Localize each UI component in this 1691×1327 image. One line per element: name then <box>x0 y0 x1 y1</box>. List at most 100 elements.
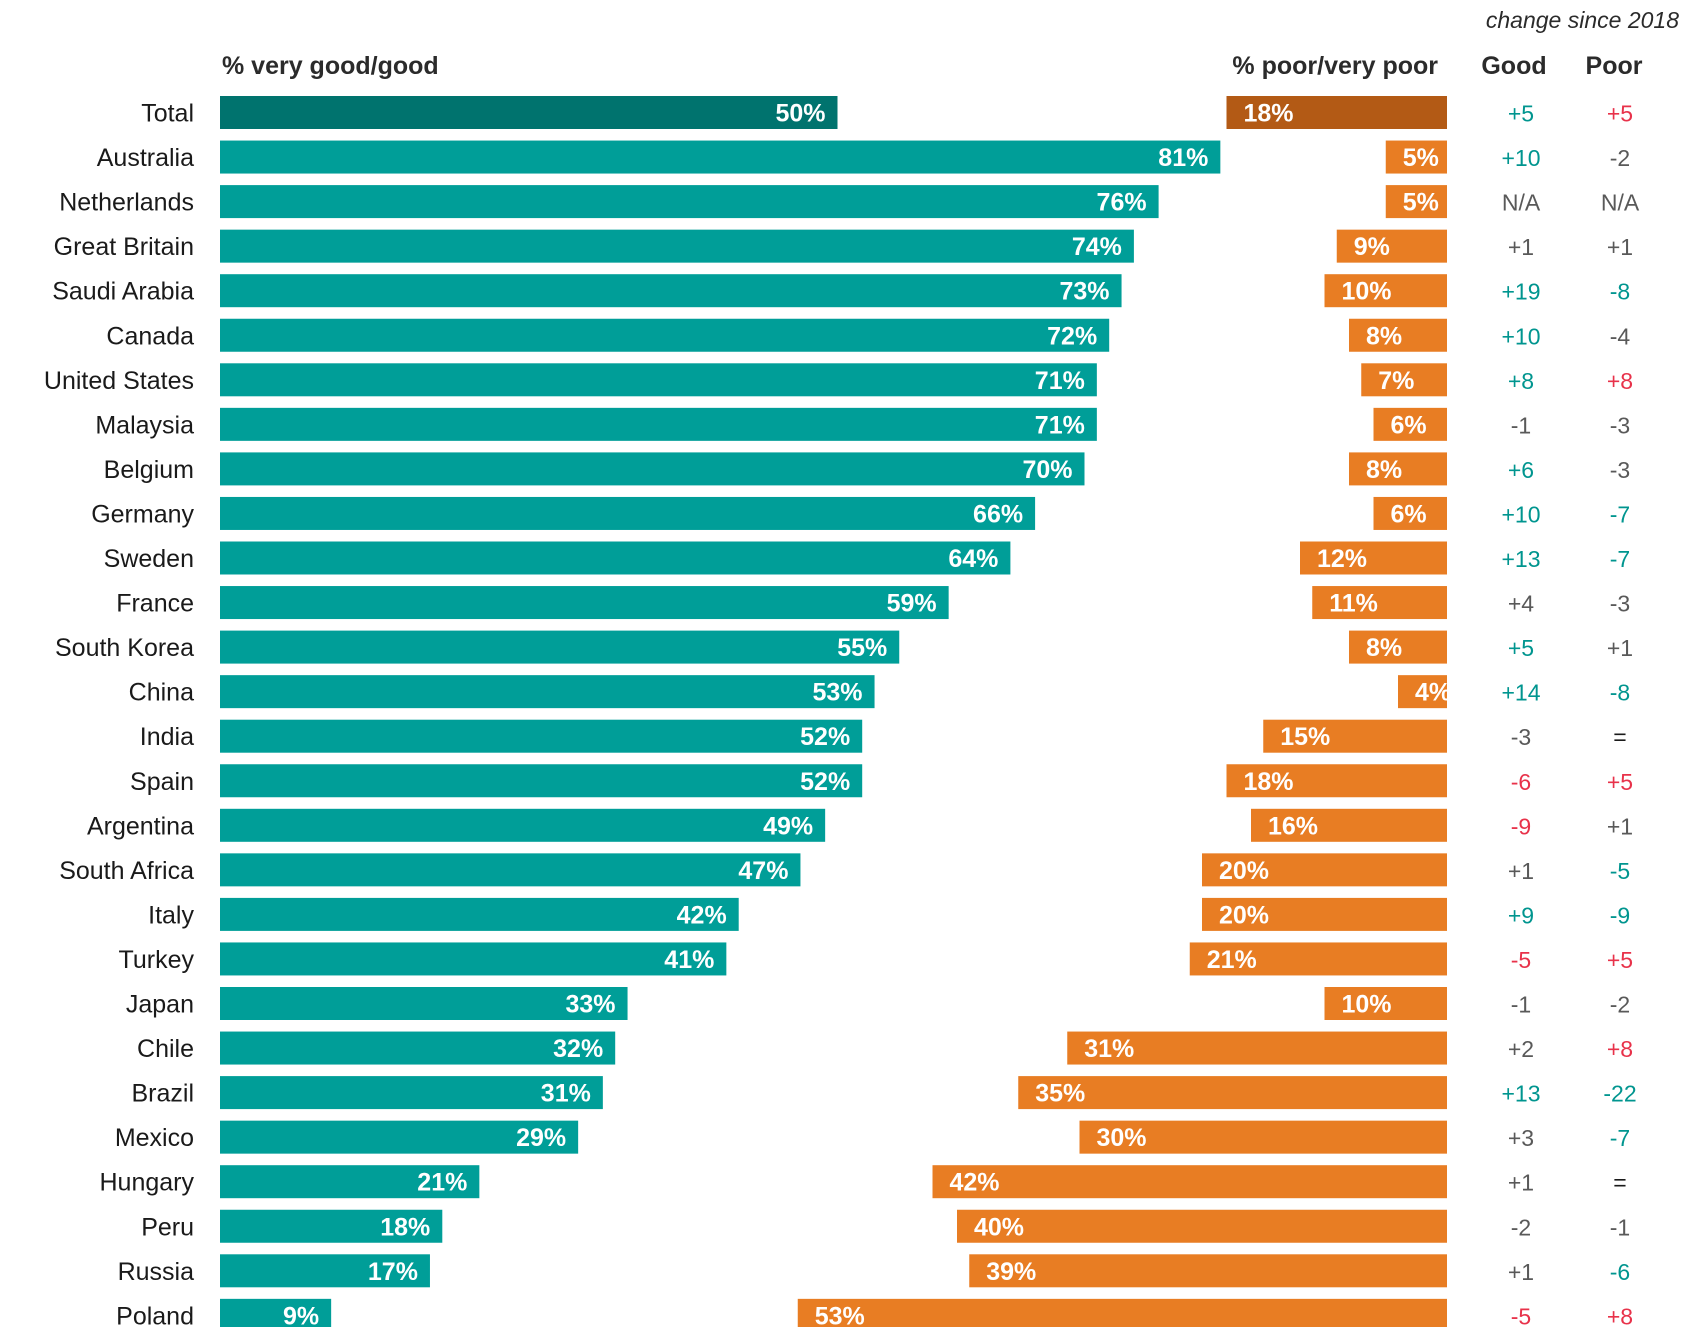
good-value-label: 17% <box>368 1258 418 1286</box>
poor-bar <box>1336 229 1447 263</box>
poor-change-value: +5 <box>1607 101 1633 127</box>
good-change-value: +5 <box>1508 635 1534 661</box>
country-label: Russia <box>118 1258 195 1286</box>
country-label: Sweden <box>104 545 194 573</box>
poor-change-value: -5 <box>1610 858 1630 884</box>
country-label: Brazil <box>131 1080 194 1108</box>
good-bar <box>220 452 1085 486</box>
poor-value-label: 20% <box>1219 857 1269 885</box>
country-label: Netherlands <box>59 189 194 217</box>
good-value-label: 18% <box>380 1213 430 1241</box>
good-bar <box>220 987 628 1020</box>
good-value-label: 72% <box>1047 322 1097 350</box>
good-bar <box>220 675 875 709</box>
good-change-value: -5 <box>1511 947 1531 973</box>
country-label: United States <box>44 367 194 395</box>
good-bar <box>220 1076 603 1110</box>
poor-value-label: 8% <box>1366 634 1402 662</box>
poor-change-value: N/A <box>1601 190 1640 216</box>
poor-bar <box>1361 363 1447 397</box>
poor-change-value: -2 <box>1610 145 1630 171</box>
poor-change-value: -3 <box>1610 591 1630 617</box>
good-change-value: -1 <box>1511 992 1531 1018</box>
poor-bar <box>1189 942 1447 976</box>
country-label: France <box>116 590 194 618</box>
poor-bar <box>1226 764 1447 798</box>
good-value-label: 47% <box>738 857 788 885</box>
poor-change-value: -4 <box>1610 323 1631 349</box>
poor-value-label: 6% <box>1391 500 1427 528</box>
good-change-value: -1 <box>1511 412 1531 438</box>
poor-change-value: -3 <box>1610 457 1630 483</box>
country-label: Turkey <box>119 946 195 974</box>
poor-change-value: = <box>1613 724 1626 750</box>
country-label: Total <box>141 100 194 128</box>
good-change-value: +1 <box>1508 234 1534 260</box>
country-label: Poland <box>116 1302 194 1327</box>
good-value-label: 81% <box>1158 144 1208 172</box>
poor-value-label: 20% <box>1219 901 1269 929</box>
poor-bar <box>1263 719 1447 753</box>
country-label: Peru <box>141 1213 194 1241</box>
poor-value-label: 7% <box>1378 367 1414 395</box>
poor-bar <box>1226 96 1447 129</box>
good-change-value: +6 <box>1508 457 1534 483</box>
poor-change-value: -6 <box>1610 1259 1630 1285</box>
good-value-label: 50% <box>775 100 825 128</box>
good-bar <box>220 630 900 664</box>
good-change-value: +3 <box>1508 1125 1534 1151</box>
good-value-label: 21% <box>417 1169 467 1197</box>
poor-change-value: -8 <box>1610 680 1630 706</box>
country-label: Hungary <box>100 1169 195 1197</box>
poor-value-label: 39% <box>986 1258 1036 1286</box>
country-label: Malaysia <box>95 411 194 439</box>
poor-change-value: -22 <box>1603 1081 1636 1107</box>
good-bar <box>220 1120 579 1154</box>
good-bar <box>220 96 838 129</box>
good-value-label: 71% <box>1035 367 1085 395</box>
good-value-label: 52% <box>800 768 850 796</box>
good-bar <box>220 318 1110 352</box>
poor-change-value: +1 <box>1607 635 1633 661</box>
poor-value-label: 35% <box>1035 1080 1085 1108</box>
good-value-label: 55% <box>837 634 887 662</box>
poor-change-value: -7 <box>1610 546 1630 572</box>
good-value-label: 41% <box>664 946 714 974</box>
good-change-value: +5 <box>1508 101 1534 127</box>
good-value-label: 49% <box>763 812 813 840</box>
poor-bar <box>1373 496 1447 530</box>
country-label: Italy <box>148 901 194 929</box>
poor-bar <box>1202 897 1447 931</box>
good-change-value: +8 <box>1508 368 1534 394</box>
poor-bar <box>1067 1031 1447 1065</box>
good-bar <box>220 541 1011 575</box>
good-value-label: 29% <box>516 1124 566 1152</box>
good-value-label: 59% <box>887 590 937 618</box>
good-change-value: +19 <box>1501 279 1540 305</box>
poor-change-value: +5 <box>1607 769 1633 795</box>
good-change-value: +10 <box>1501 501 1540 527</box>
good-bar <box>220 942 727 976</box>
country-label: Argentina <box>87 812 194 840</box>
country-label: Australia <box>97 144 194 172</box>
good-change-value: +1 <box>1508 1259 1534 1285</box>
poor-bar <box>1251 808 1447 842</box>
good-change-value: +1 <box>1508 858 1534 884</box>
good-change-value: +1 <box>1508 1170 1534 1196</box>
poor-bar <box>1398 675 1447 709</box>
poor-value-label: 8% <box>1366 456 1402 484</box>
change-since-note: change since 2018 <box>1486 7 1679 33</box>
poor-change-value: -1 <box>1610 1214 1630 1240</box>
poor-value-label: 12% <box>1317 545 1367 573</box>
good-value-label: 74% <box>1072 233 1122 261</box>
good-change-value: -2 <box>1511 1214 1531 1240</box>
good-bar <box>220 407 1097 441</box>
poor-change-value: -9 <box>1610 902 1630 928</box>
poor-change-value: +5 <box>1607 947 1633 973</box>
good-value-label: 52% <box>800 723 850 751</box>
poor-change-value: +1 <box>1607 813 1633 839</box>
good-bar <box>220 140 1221 174</box>
poor-value-label: 15% <box>1280 723 1330 751</box>
good-value-label: 31% <box>541 1080 591 1108</box>
poor-change-value: = <box>1613 1170 1626 1196</box>
